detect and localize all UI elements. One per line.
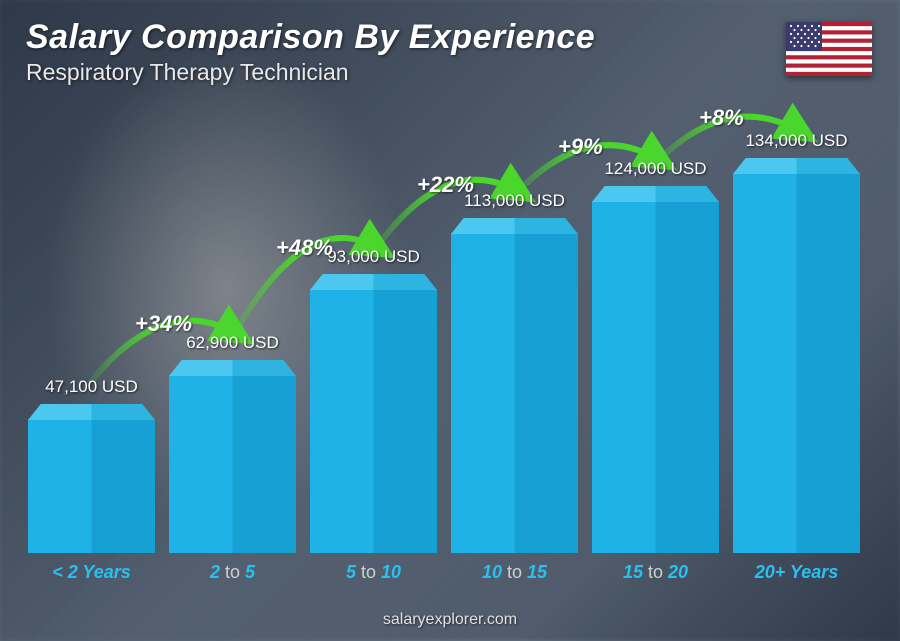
x-axis-label: 20+ Years <box>733 562 860 583</box>
footer-attribution: salaryexplorer.com <box>0 611 900 629</box>
growth-arc-label: +22% <box>417 172 474 198</box>
bar-top-face <box>28 404 155 420</box>
x-axis-label: < 2 Years <box>28 562 155 583</box>
bar-front-face <box>310 289 437 553</box>
x-axis-label: 10 to 15 <box>451 562 578 583</box>
bar-front-face <box>592 201 719 553</box>
bar-top-face <box>310 274 437 290</box>
bar <box>733 157 860 553</box>
chart-area: 47,100 USD 62,900 USD 93,000 USD 113,000… <box>28 113 860 583</box>
bar-front-face <box>733 173 860 553</box>
bar-value-label: 93,000 USD <box>327 247 420 267</box>
bar-value-label: 47,100 USD <box>45 377 138 397</box>
bar-top-face <box>592 186 719 202</box>
bar-front-face <box>169 375 296 553</box>
flag-icon <box>786 22 872 76</box>
bar-group: 113,000 USD <box>451 191 578 553</box>
bar-value-label: 113,000 USD <box>464 191 565 211</box>
bar <box>592 185 719 553</box>
bar <box>310 273 437 553</box>
title-subtitle: Respiratory Therapy Technician <box>26 59 595 86</box>
bar-group: 93,000 USD <box>310 247 437 553</box>
x-axis-label: 15 to 20 <box>592 562 719 583</box>
x-axis-label: 5 to 10 <box>310 562 437 583</box>
growth-arc-label: +48% <box>276 235 333 261</box>
bar-group: 62,900 USD <box>169 333 296 553</box>
x-axis-label: 2 to 5 <box>169 562 296 583</box>
growth-arc-label: +34% <box>135 311 192 337</box>
x-axis-labels: < 2 Years 2 to 5 5 to 10 10 to 15 15 to 20 20… <box>28 562 860 583</box>
bar-group: 134,000 USD <box>733 131 860 553</box>
title-block: Salary Comparison By Experience Respirat… <box>26 18 595 86</box>
bar-front-face <box>451 233 578 553</box>
bar-group: 124,000 USD <box>592 159 719 553</box>
title-main: Salary Comparison By Experience <box>26 18 595 57</box>
growth-arc-label: +8% <box>699 105 744 131</box>
bar-value-label: 124,000 USD <box>604 159 706 179</box>
bar <box>451 217 578 553</box>
bar-top-face <box>451 218 578 234</box>
bar-front-face <box>28 419 155 553</box>
bar-top-face <box>733 158 860 174</box>
growth-arc-label: +9% <box>558 134 603 160</box>
bar-group: 47,100 USD <box>28 377 155 553</box>
bar-top-face <box>169 360 296 376</box>
bar <box>28 403 155 553</box>
bar <box>169 359 296 553</box>
bar-value-label: 134,000 USD <box>745 131 847 151</box>
bar-value-label: 62,900 USD <box>186 333 279 353</box>
